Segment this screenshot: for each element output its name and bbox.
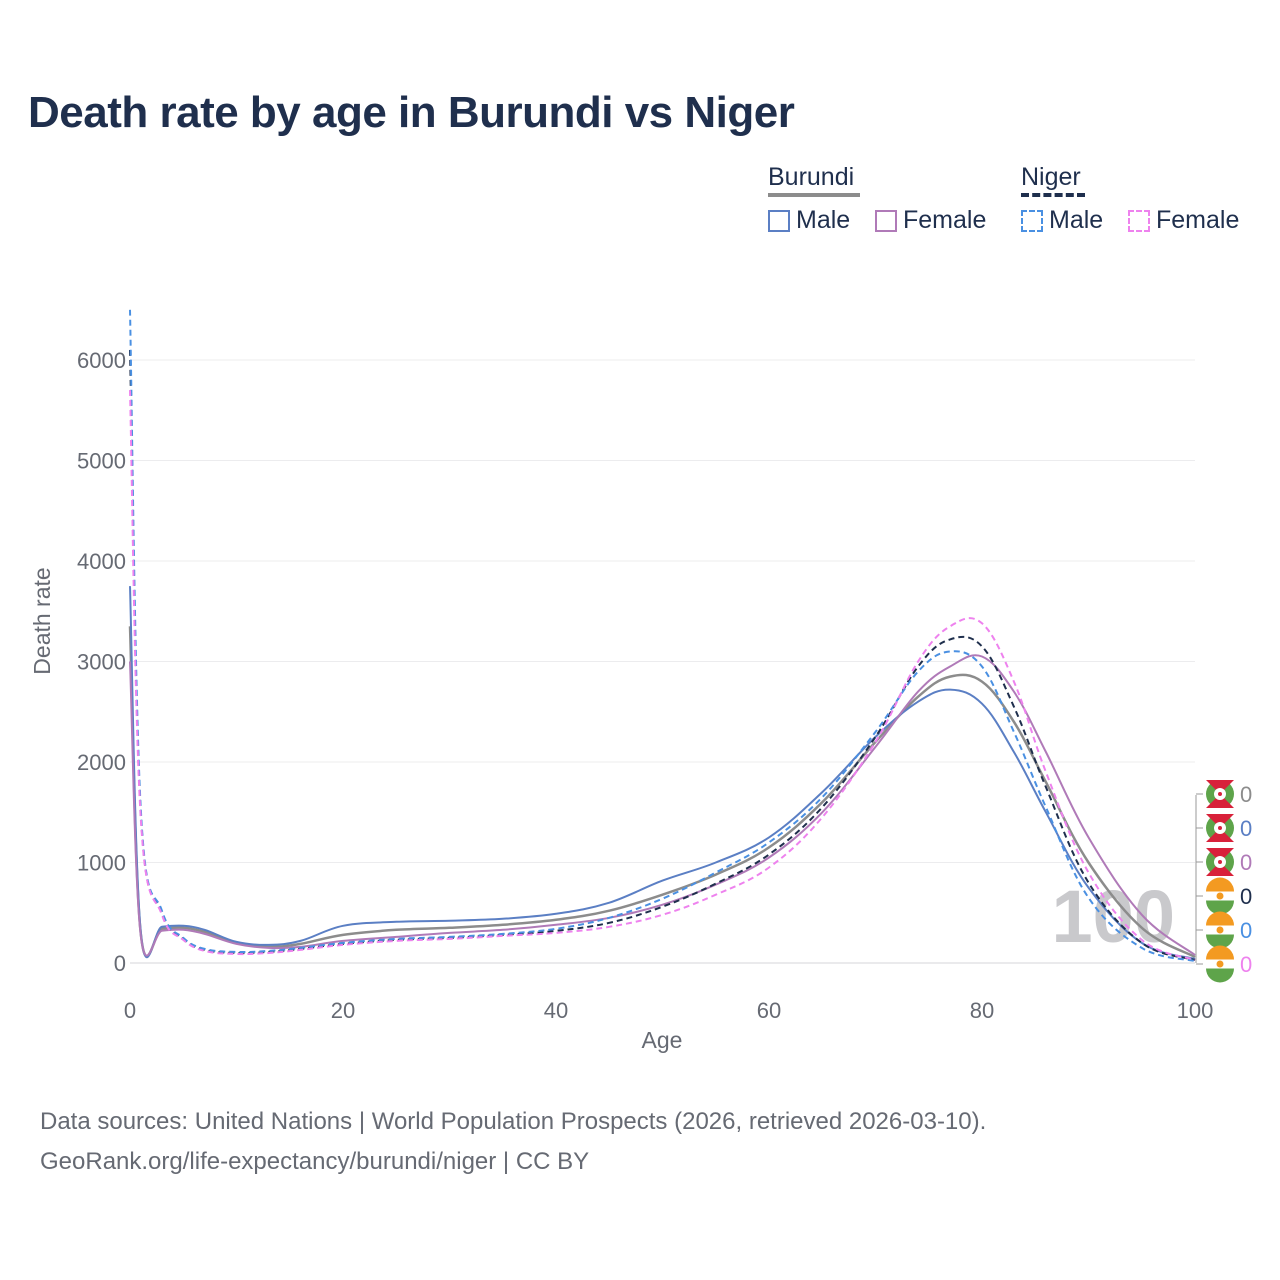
end-label-value: 0 xyxy=(1240,884,1252,909)
legend-niger-line xyxy=(1021,193,1085,197)
end-label-burundi-2: 0 xyxy=(1196,848,1252,876)
legend-item-burundi-female[interactable]: Female xyxy=(875,206,986,235)
burundi-flag-star xyxy=(1218,860,1222,864)
y-tick-label: 0 xyxy=(114,951,126,976)
series-line-niger-male[interactable] xyxy=(129,309,1196,962)
burundi-flag-star xyxy=(1218,792,1222,796)
niger-flag-orange xyxy=(1206,877,1234,892)
legend-group-niger[interactable]: Niger xyxy=(1021,163,1081,191)
end-label-value: 0 xyxy=(1240,952,1252,977)
x-tick-label: 0 xyxy=(124,998,136,1023)
niger-flag-green xyxy=(1206,900,1234,915)
legend-item-niger-male[interactable]: Male xyxy=(1021,206,1103,235)
legend-label-burundi-female: Female xyxy=(903,206,987,234)
y-tick-label: 5000 xyxy=(77,449,126,474)
chart-plot: 0 1000 2000 3000 4000 5000 6000 0 20 40 60 80 100 10… xyxy=(29,309,1252,1053)
legend-swatch-niger-male xyxy=(1021,209,1043,232)
legend-item-niger-female[interactable]: Female xyxy=(1128,206,1239,235)
axes: 0 1000 2000 3000 4000 5000 6000 0 20 40 60 80 100 xyxy=(77,348,1213,1023)
niger-flag-sun xyxy=(1216,960,1224,968)
series-line-burundi-total[interactable] xyxy=(128,626,1196,959)
legend-group-burundi[interactable]: Burundi xyxy=(768,163,855,191)
y-tick-label: 4000 xyxy=(77,549,126,574)
end-label-niger-3: 0 xyxy=(1196,877,1252,915)
end-label-burundi-1: 0 xyxy=(1196,814,1252,842)
x-tick-label: 100 xyxy=(1177,998,1214,1023)
legend-burundi-line xyxy=(768,193,860,197)
burundi-flag-star xyxy=(1218,826,1222,830)
footer-source: Data sources: United Nations | World Pop… xyxy=(40,1108,987,1135)
y-tick-label: 6000 xyxy=(77,348,126,373)
series-line-niger-female[interactable] xyxy=(129,390,1196,961)
end-label-niger-5: 0 xyxy=(1196,945,1252,983)
niger-flag-sun xyxy=(1216,892,1224,900)
y-axis-label: Death rate xyxy=(29,567,55,674)
legend-label-niger-male: Male xyxy=(1049,206,1104,234)
x-tick-label: 60 xyxy=(757,998,781,1023)
y-tick-label: 1000 xyxy=(77,851,126,876)
niger-flag-green xyxy=(1206,934,1234,949)
series-line-burundi-male[interactable] xyxy=(129,586,1196,960)
end-label-value: 0 xyxy=(1240,918,1252,943)
x-axis-label: Age xyxy=(642,1027,683,1053)
legend-item-burundi-male[interactable]: Male xyxy=(768,206,850,235)
footer-link[interactable]: GeoRank.org/life-expectancy/burundi/nige… xyxy=(40,1148,590,1175)
chart-title: Death rate by age in Burundi vs Niger xyxy=(28,88,795,137)
niger-flag-sun xyxy=(1216,926,1224,934)
end-label-burundi-0: 0 xyxy=(1196,780,1252,808)
y-tick-label: 3000 xyxy=(77,650,126,675)
legend-swatch-burundi-female xyxy=(875,209,897,232)
x-tick-label: 80 xyxy=(970,998,994,1023)
niger-flag-orange xyxy=(1206,911,1234,926)
x-tick-label: 20 xyxy=(331,998,355,1023)
series-line-niger-total[interactable] xyxy=(129,349,1196,961)
end-label-niger-4: 0 xyxy=(1196,911,1252,949)
legend-swatch-niger-female xyxy=(1128,209,1150,232)
legend-label-niger-female: Female xyxy=(1156,206,1240,234)
end-label-value: 0 xyxy=(1240,816,1252,841)
niger-flag-orange xyxy=(1206,945,1234,960)
series-line-burundi-female[interactable] xyxy=(129,654,1196,957)
legend-label-burundi-male: Male xyxy=(796,206,851,234)
x-tick-label: 40 xyxy=(544,998,568,1023)
end-label-value: 0 xyxy=(1240,850,1252,875)
legend-swatch-burundi-male xyxy=(768,209,790,232)
niger-flag-green xyxy=(1206,968,1234,983)
grid xyxy=(130,359,1195,964)
end-labels: 0 0 0 0 0 0 xyxy=(1195,780,1252,983)
end-label-value: 0 xyxy=(1240,782,1252,807)
series-lines xyxy=(128,309,1196,962)
y-tick-label: 2000 xyxy=(77,750,126,775)
